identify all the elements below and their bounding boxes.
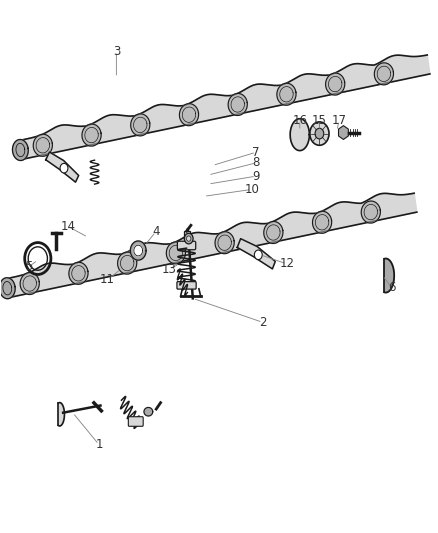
Circle shape [315, 128, 324, 139]
Polygon shape [69, 262, 88, 284]
Text: 11: 11 [100, 273, 115, 286]
Text: 14: 14 [61, 220, 76, 233]
Polygon shape [290, 119, 309, 151]
Polygon shape [180, 103, 198, 126]
Text: 8: 8 [252, 156, 260, 169]
Polygon shape [134, 245, 143, 256]
Polygon shape [58, 402, 64, 426]
Polygon shape [46, 152, 79, 182]
Polygon shape [215, 232, 234, 254]
Polygon shape [21, 55, 430, 159]
Polygon shape [144, 407, 153, 416]
Polygon shape [20, 272, 39, 295]
Text: 16: 16 [292, 114, 307, 127]
Bar [184, 231, 190, 240]
FancyBboxPatch shape [177, 281, 196, 289]
Circle shape [187, 236, 191, 241]
Circle shape [184, 233, 193, 244]
Text: 17: 17 [332, 114, 346, 127]
Text: 12: 12 [279, 257, 294, 270]
FancyBboxPatch shape [128, 417, 143, 426]
Text: 4: 4 [152, 225, 159, 238]
Polygon shape [264, 221, 283, 244]
FancyBboxPatch shape [177, 241, 196, 250]
Polygon shape [361, 201, 380, 223]
Polygon shape [8, 193, 417, 297]
Text: 2: 2 [259, 316, 266, 329]
Text: 7: 7 [252, 146, 260, 159]
Text: 3: 3 [113, 45, 120, 58]
Polygon shape [131, 241, 146, 260]
Polygon shape [82, 124, 101, 146]
Text: 15: 15 [312, 114, 327, 127]
Polygon shape [228, 93, 247, 116]
Polygon shape [325, 73, 345, 95]
Text: 5: 5 [25, 260, 33, 273]
Polygon shape [237, 239, 275, 269]
Polygon shape [166, 242, 185, 264]
Circle shape [60, 164, 68, 173]
Polygon shape [312, 211, 332, 233]
Polygon shape [33, 134, 53, 156]
Polygon shape [117, 252, 137, 274]
Text: 9: 9 [252, 169, 260, 183]
Circle shape [310, 122, 329, 146]
Polygon shape [0, 278, 15, 298]
Text: 13: 13 [161, 263, 176, 276]
Polygon shape [277, 83, 296, 106]
Polygon shape [131, 114, 150, 136]
Text: 1: 1 [95, 438, 102, 451]
Polygon shape [385, 259, 394, 293]
Polygon shape [374, 63, 393, 85]
Text: 6: 6 [388, 281, 395, 294]
Text: 10: 10 [244, 183, 259, 196]
Polygon shape [13, 140, 28, 160]
Circle shape [254, 250, 262, 260]
